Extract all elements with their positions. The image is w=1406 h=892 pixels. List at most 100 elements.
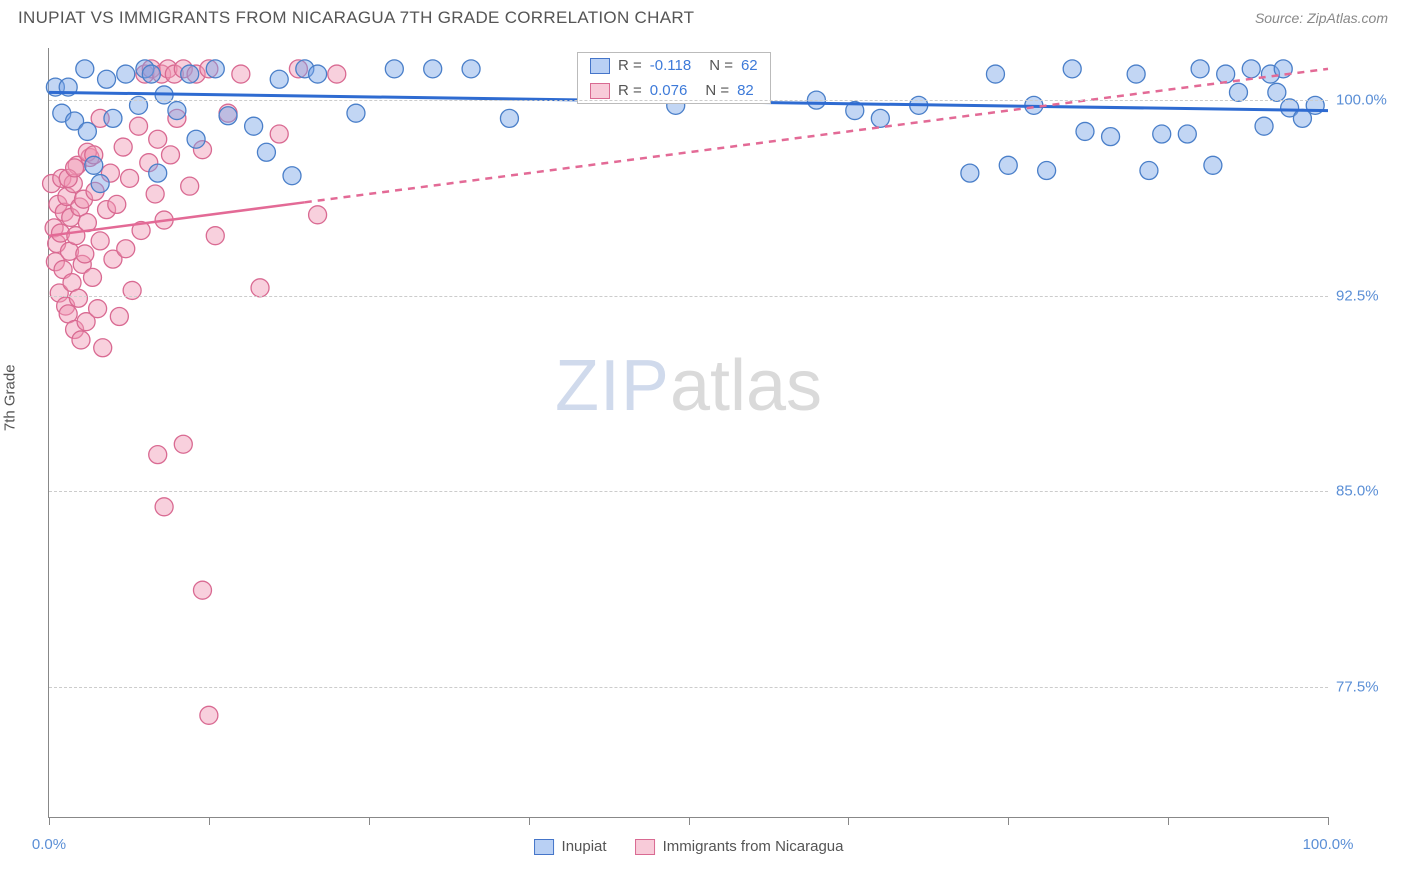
point-nicaragua bbox=[181, 177, 199, 195]
y-tick-label: 100.0% bbox=[1336, 92, 1396, 109]
point-nicaragua bbox=[174, 435, 192, 453]
point-inupiat bbox=[206, 60, 224, 78]
point-nicaragua bbox=[114, 138, 132, 156]
point-nicaragua bbox=[69, 289, 87, 307]
chart-area: 7th Grade ZIPatlas R = -0.118 N = 62 R =… bbox=[0, 36, 1406, 876]
x-tick bbox=[49, 817, 50, 825]
point-inupiat bbox=[309, 65, 327, 83]
x-tick bbox=[1008, 817, 1009, 825]
swatch-pink-icon bbox=[635, 839, 655, 855]
point-inupiat bbox=[257, 143, 275, 161]
point-nicaragua bbox=[83, 268, 101, 286]
point-inupiat bbox=[1102, 128, 1120, 146]
point-inupiat bbox=[1178, 125, 1196, 143]
y-tick-label: 85.0% bbox=[1336, 483, 1396, 500]
y-axis-label: 7th Grade bbox=[2, 364, 19, 431]
point-inupiat bbox=[986, 65, 1004, 83]
point-nicaragua bbox=[130, 117, 148, 135]
point-inupiat bbox=[999, 156, 1017, 174]
chart-header: INUPIAT VS IMMIGRANTS FROM NICARAGUA 7TH… bbox=[0, 0, 1406, 36]
point-nicaragua bbox=[200, 706, 218, 724]
point-inupiat bbox=[1191, 60, 1209, 78]
point-nicaragua bbox=[270, 125, 288, 143]
y-tick-label: 77.5% bbox=[1336, 678, 1396, 695]
point-inupiat bbox=[130, 96, 148, 114]
point-inupiat bbox=[1038, 162, 1056, 180]
point-nicaragua bbox=[146, 185, 164, 203]
y-tick-label: 92.5% bbox=[1336, 287, 1396, 304]
point-nicaragua bbox=[76, 245, 94, 263]
point-nicaragua bbox=[110, 307, 128, 325]
series-legend: Inupiat Immigrants from Nicaragua bbox=[534, 838, 844, 855]
x-tick bbox=[369, 817, 370, 825]
point-inupiat bbox=[181, 65, 199, 83]
x-tick bbox=[848, 817, 849, 825]
point-inupiat bbox=[78, 122, 96, 140]
point-nicaragua bbox=[72, 331, 90, 349]
point-inupiat bbox=[104, 109, 122, 127]
point-nicaragua bbox=[149, 130, 167, 148]
point-inupiat bbox=[347, 104, 365, 122]
gridline bbox=[49, 296, 1328, 297]
point-nicaragua bbox=[121, 169, 139, 187]
point-inupiat bbox=[1127, 65, 1145, 83]
point-inupiat bbox=[385, 60, 403, 78]
point-inupiat bbox=[1204, 156, 1222, 174]
legend-row-blue: R = -0.118 N = 62 bbox=[578, 53, 770, 78]
point-nicaragua bbox=[66, 159, 84, 177]
point-inupiat bbox=[283, 167, 301, 185]
swatch-blue-icon bbox=[590, 58, 610, 74]
x-tick-label: 100.0% bbox=[1303, 836, 1354, 853]
point-inupiat bbox=[1268, 83, 1286, 101]
point-inupiat bbox=[187, 130, 205, 148]
point-nicaragua bbox=[108, 195, 126, 213]
point-nicaragua bbox=[89, 300, 107, 318]
point-inupiat bbox=[149, 164, 167, 182]
x-tick-label: 0.0% bbox=[32, 836, 66, 853]
gridline bbox=[49, 100, 1328, 101]
chart-title: INUPIAT VS IMMIGRANTS FROM NICARAGUA 7TH… bbox=[18, 8, 694, 28]
x-tick bbox=[209, 817, 210, 825]
point-nicaragua bbox=[193, 581, 211, 599]
point-inupiat bbox=[871, 109, 889, 127]
legend-item-inupiat: Inupiat bbox=[534, 838, 607, 855]
x-tick bbox=[1168, 817, 1169, 825]
point-inupiat bbox=[1153, 125, 1171, 143]
point-inupiat bbox=[1063, 60, 1081, 78]
point-inupiat bbox=[1217, 65, 1235, 83]
gridline bbox=[49, 491, 1328, 492]
x-tick bbox=[1328, 817, 1329, 825]
point-inupiat bbox=[1242, 60, 1260, 78]
point-inupiat bbox=[424, 60, 442, 78]
point-nicaragua bbox=[123, 281, 141, 299]
point-nicaragua bbox=[117, 240, 135, 258]
x-tick bbox=[689, 817, 690, 825]
point-nicaragua bbox=[309, 206, 327, 224]
x-tick bbox=[529, 817, 530, 825]
point-inupiat bbox=[1229, 83, 1247, 101]
point-inupiat bbox=[500, 109, 518, 127]
gridline bbox=[49, 687, 1328, 688]
point-inupiat bbox=[1255, 117, 1273, 135]
point-inupiat bbox=[961, 164, 979, 182]
source-label: Source: ZipAtlas.com bbox=[1255, 10, 1388, 26]
point-inupiat bbox=[462, 60, 480, 78]
point-nicaragua bbox=[206, 227, 224, 245]
correlation-legend: R = -0.118 N = 62 R = 0.076 N = 82 bbox=[577, 52, 771, 104]
point-nicaragua bbox=[162, 146, 180, 164]
point-nicaragua bbox=[149, 446, 167, 464]
point-inupiat bbox=[76, 60, 94, 78]
point-nicaragua bbox=[328, 65, 346, 83]
plot-svg bbox=[49, 48, 1328, 817]
swatch-pink-icon bbox=[590, 83, 610, 99]
point-inupiat bbox=[91, 175, 109, 193]
point-nicaragua bbox=[155, 498, 173, 516]
point-nicaragua bbox=[251, 279, 269, 297]
point-inupiat bbox=[245, 117, 263, 135]
point-inupiat bbox=[270, 70, 288, 88]
legend-item-nicaragua: Immigrants from Nicaragua bbox=[635, 838, 844, 855]
swatch-blue-icon bbox=[534, 839, 554, 855]
point-inupiat bbox=[1140, 162, 1158, 180]
point-nicaragua bbox=[232, 65, 250, 83]
point-inupiat bbox=[142, 65, 160, 83]
